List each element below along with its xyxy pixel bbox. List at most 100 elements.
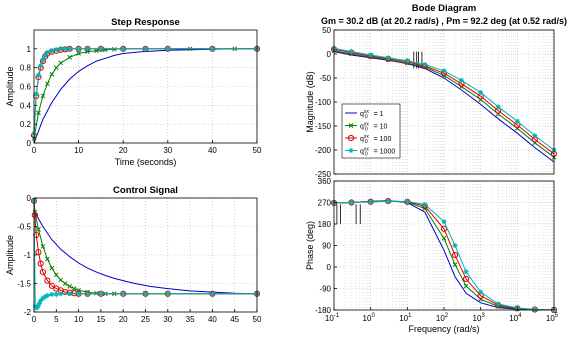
data-point (441, 68, 447, 74)
data-point (67, 291, 73, 297)
data-point (368, 52, 374, 58)
legend-marker (348, 148, 354, 153)
panel-control: 0 5 10 15 20 25 30 35 40 45 50 -2 -1.5 -1 -0.5 0 Control… (5, 185, 262, 324)
data-point (31, 212, 38, 219)
y-tick-label: -1.5 (17, 280, 31, 289)
y-tick-label: -100 (315, 98, 332, 107)
y-tick-label: -50 (319, 74, 331, 83)
data-point (441, 235, 447, 241)
data-point (36, 226, 41, 232)
data-point (36, 300, 42, 306)
y-tick-label: 0 (327, 263, 332, 272)
data-point (45, 256, 50, 262)
x-tick-label: 102 (436, 313, 449, 323)
y-tick-label: -200 (315, 146, 332, 155)
legend-label: qxx 0 = 1000 (360, 147, 395, 158)
x-tick-label: 25 (141, 315, 150, 324)
data-point (49, 265, 55, 271)
data-point (38, 63, 44, 69)
data-point (35, 249, 42, 256)
data-point (368, 199, 374, 205)
data-point (441, 219, 447, 225)
data-point (495, 104, 501, 110)
data-point (53, 272, 59, 278)
data-point (67, 54, 73, 60)
data-point (348, 49, 354, 55)
data-point (463, 269, 469, 275)
series-line (33, 48, 257, 144)
x-tick-label: 10 (74, 146, 83, 155)
data-point (53, 47, 59, 53)
data-point (37, 260, 44, 267)
data-point (76, 291, 82, 297)
x-tick-label: 20 (119, 146, 128, 155)
data-point (36, 110, 41, 116)
data-point (42, 52, 48, 58)
y-tick-label: 180 (318, 220, 332, 229)
data-point (33, 91, 39, 97)
data-point (143, 291, 148, 297)
y-tick-label: 0.8 (20, 64, 32, 73)
y-tick-label: -2 (24, 308, 32, 317)
y-tick-label: 90 (322, 242, 331, 251)
data-point (40, 244, 46, 249)
data-point (514, 118, 520, 124)
data-point (385, 55, 391, 61)
panel-phase: 10-1 100 101 102 103 104 105 -180 -90 0 90 180 270 36… (305, 177, 559, 334)
data-point (422, 62, 428, 68)
series-path (33, 48, 257, 144)
x-tick-label: 100 (363, 313, 376, 323)
y-tick-label: 0.2 (20, 120, 32, 129)
data-point (143, 46, 148, 52)
x-tick-label: 10 (74, 315, 83, 324)
y-tick-label: -90 (319, 285, 331, 294)
panel-mag: -250 -200 -150 -100 -50 0 50 Bode Diagram Gm = 3… (305, 3, 567, 179)
data-point (348, 200, 354, 205)
data-point (42, 294, 48, 300)
data-point (40, 57, 46, 63)
series-path (333, 51, 555, 163)
series-line (33, 200, 258, 295)
chart-subtitle: Gm = 30.2 dB (at 20.2 rad/s) , Pm = 92.2… (321, 16, 567, 26)
data-point (463, 283, 469, 289)
data-point (404, 199, 410, 205)
x-tick-label: 104 (509, 313, 522, 323)
x-tick-label: 20 (119, 315, 128, 324)
data-point (458, 77, 464, 83)
data-point (53, 65, 59, 71)
data-point (40, 295, 46, 301)
data-point (98, 46, 104, 52)
y-tick-label: -180 (315, 306, 332, 315)
x-tick-label: 101 (399, 313, 412, 323)
data-point (67, 283, 73, 289)
x-tick-label: 35 (186, 315, 195, 324)
y-tick-label: 0.4 (20, 101, 32, 110)
x-tick-label: 45 (230, 315, 239, 324)
x-tick-label: 50 (253, 146, 262, 155)
data-point (45, 81, 50, 87)
data-point (35, 72, 41, 78)
data-point (35, 303, 41, 309)
data-point (422, 201, 428, 207)
data-point (532, 307, 538, 313)
y-axis-label: Magnitude (dB) (305, 71, 315, 133)
x-tick-label: 105 (546, 313, 559, 323)
data-point (62, 281, 68, 286)
data-point (39, 269, 47, 276)
chart-title: Step Response (111, 17, 180, 28)
data-point (452, 262, 458, 267)
data-point (67, 46, 73, 52)
data-point (58, 60, 64, 66)
y-axis-label: Amplitude (5, 66, 15, 106)
data-point (120, 46, 126, 52)
data-point (94, 290, 99, 296)
data-point (532, 133, 538, 139)
data-point (478, 289, 484, 295)
x-tick-label: 40 (208, 146, 217, 155)
data-point (49, 48, 55, 54)
x-axis-label: Frequency (rad/s) (408, 324, 479, 334)
data-point (44, 50, 50, 56)
x-tick-label: 5 (54, 315, 59, 324)
data-point (451, 251, 459, 259)
data-point (48, 282, 55, 289)
